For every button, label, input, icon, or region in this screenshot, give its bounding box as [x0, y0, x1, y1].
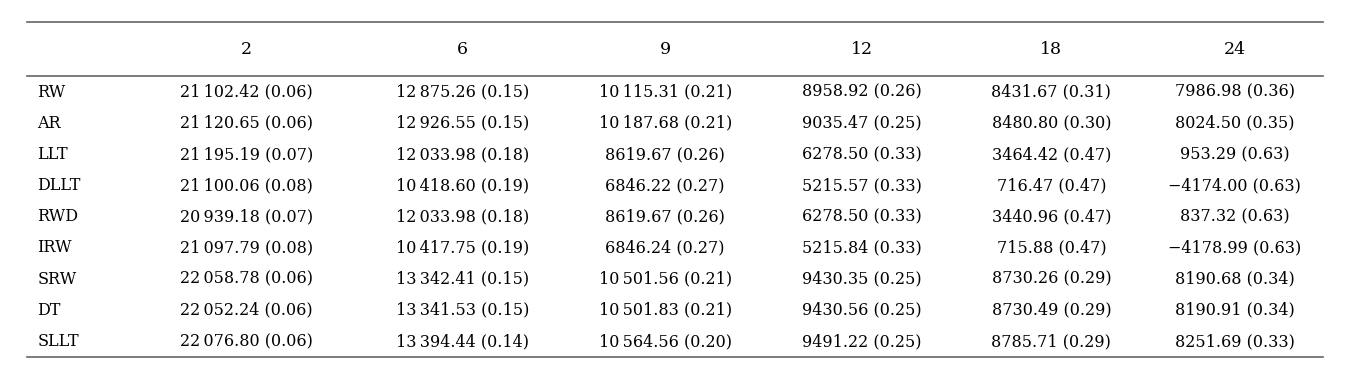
Text: 8024.50 (0.35): 8024.50 (0.35)	[1174, 115, 1295, 132]
Text: 6846.22 (0.27): 6846.22 (0.27)	[605, 177, 725, 194]
Text: 12 875.26 (0.15): 12 875.26 (0.15)	[396, 83, 529, 100]
Text: RWD: RWD	[38, 208, 78, 225]
Text: 3440.96 (0.47): 3440.96 (0.47)	[992, 208, 1111, 225]
Text: 21 102.42 (0.06): 21 102.42 (0.06)	[180, 83, 313, 100]
Text: 9: 9	[660, 41, 671, 58]
Text: 8730.49 (0.29): 8730.49 (0.29)	[991, 302, 1111, 319]
Text: 6278.50 (0.33): 6278.50 (0.33)	[802, 208, 922, 225]
Text: 8958.92 (0.26): 8958.92 (0.26)	[802, 83, 922, 100]
Text: DT: DT	[38, 302, 61, 319]
Text: 716.47 (0.47): 716.47 (0.47)	[996, 177, 1106, 194]
Text: 10 501.56 (0.21): 10 501.56 (0.21)	[598, 270, 732, 287]
Text: 22 058.78 (0.06): 22 058.78 (0.06)	[180, 270, 313, 287]
Text: 13 341.53 (0.15): 13 341.53 (0.15)	[396, 302, 529, 319]
Text: 21 120.65 (0.06): 21 120.65 (0.06)	[180, 115, 313, 132]
Text: 8730.26 (0.29): 8730.26 (0.29)	[991, 270, 1111, 287]
Text: LLT: LLT	[38, 146, 68, 163]
Text: 8480.80 (0.30): 8480.80 (0.30)	[992, 115, 1111, 132]
Text: −4178.99 (0.63): −4178.99 (0.63)	[1168, 239, 1301, 256]
Text: 715.88 (0.47): 715.88 (0.47)	[996, 239, 1106, 256]
Text: 21 097.79 (0.08): 21 097.79 (0.08)	[180, 239, 313, 256]
Text: DLLT: DLLT	[38, 177, 81, 194]
Text: 21 100.06 (0.08): 21 100.06 (0.08)	[180, 177, 313, 194]
Text: 837.32 (0.63): 837.32 (0.63)	[1180, 208, 1289, 225]
Text: 18: 18	[1041, 41, 1062, 58]
Text: 10 115.31 (0.21): 10 115.31 (0.21)	[598, 83, 732, 100]
Text: 12: 12	[850, 41, 872, 58]
Text: 8619.67 (0.26): 8619.67 (0.26)	[605, 208, 725, 225]
Text: SRW: SRW	[38, 270, 77, 287]
Text: 13 394.44 (0.14): 13 394.44 (0.14)	[396, 333, 529, 350]
Text: 24: 24	[1223, 41, 1246, 58]
Text: 22 076.80 (0.06): 22 076.80 (0.06)	[180, 333, 313, 350]
Text: 8190.68 (0.34): 8190.68 (0.34)	[1174, 270, 1295, 287]
Text: 9035.47 (0.25): 9035.47 (0.25)	[802, 115, 921, 132]
Text: 8785.71 (0.29): 8785.71 (0.29)	[991, 333, 1111, 350]
Text: 8251.69 (0.33): 8251.69 (0.33)	[1174, 333, 1295, 350]
Text: 9430.56 (0.25): 9430.56 (0.25)	[802, 302, 921, 319]
Text: 2: 2	[240, 41, 252, 58]
Text: 6278.50 (0.33): 6278.50 (0.33)	[802, 146, 922, 163]
Text: 21 195.19 (0.07): 21 195.19 (0.07)	[180, 146, 313, 163]
Text: 22 052.24 (0.06): 22 052.24 (0.06)	[180, 302, 313, 319]
Text: 5215.84 (0.33): 5215.84 (0.33)	[802, 239, 922, 256]
Text: 10 417.75 (0.19): 10 417.75 (0.19)	[396, 239, 529, 256]
Text: 3464.42 (0.47): 3464.42 (0.47)	[992, 146, 1111, 163]
Text: IRW: IRW	[38, 239, 72, 256]
Text: 9491.22 (0.25): 9491.22 (0.25)	[802, 333, 921, 350]
Text: 10 418.60 (0.19): 10 418.60 (0.19)	[396, 177, 529, 194]
Text: 9430.35 (0.25): 9430.35 (0.25)	[802, 270, 921, 287]
Text: SLLT: SLLT	[38, 333, 80, 350]
Text: 6846.24 (0.27): 6846.24 (0.27)	[605, 239, 725, 256]
Text: RW: RW	[38, 83, 66, 100]
Text: 6: 6	[456, 41, 467, 58]
Text: 953.29 (0.63): 953.29 (0.63)	[1180, 146, 1289, 163]
Text: 20 939.18 (0.07): 20 939.18 (0.07)	[180, 208, 313, 225]
Text: 5215.57 (0.33): 5215.57 (0.33)	[802, 177, 922, 194]
Text: 10 501.83 (0.21): 10 501.83 (0.21)	[598, 302, 732, 319]
Text: 10 564.56 (0.20): 10 564.56 (0.20)	[598, 333, 732, 350]
Text: 12 033.98 (0.18): 12 033.98 (0.18)	[396, 146, 529, 163]
Text: 13 342.41 (0.15): 13 342.41 (0.15)	[396, 270, 529, 287]
Text: 12 926.55 (0.15): 12 926.55 (0.15)	[396, 115, 529, 132]
Text: 7986.98 (0.36): 7986.98 (0.36)	[1174, 83, 1295, 100]
Text: 8619.67 (0.26): 8619.67 (0.26)	[605, 146, 725, 163]
Text: 10 187.68 (0.21): 10 187.68 (0.21)	[598, 115, 732, 132]
Text: 8190.91 (0.34): 8190.91 (0.34)	[1174, 302, 1295, 319]
Text: −4174.00 (0.63): −4174.00 (0.63)	[1168, 177, 1301, 194]
Text: AR: AR	[38, 115, 61, 132]
Text: 12 033.98 (0.18): 12 033.98 (0.18)	[396, 208, 529, 225]
Text: 8431.67 (0.31): 8431.67 (0.31)	[991, 83, 1111, 100]
